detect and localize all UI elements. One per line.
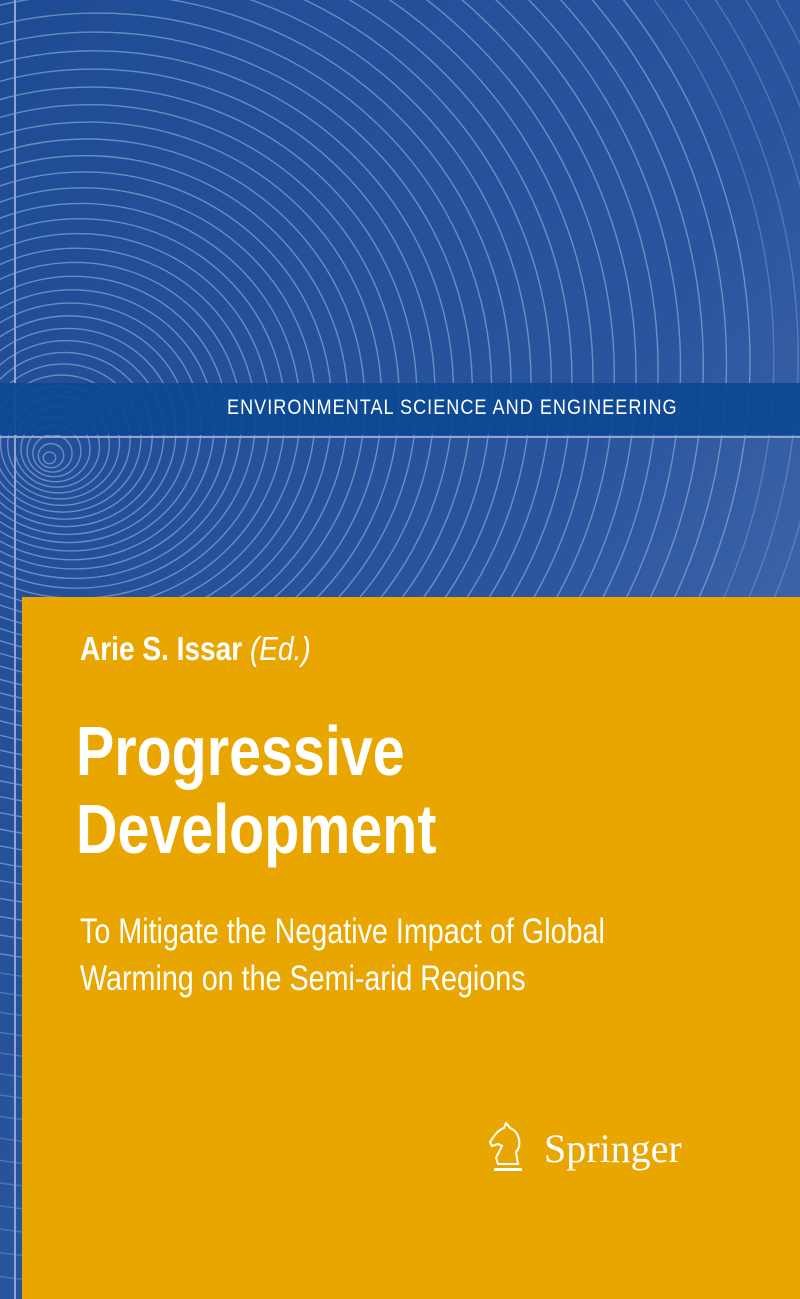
contour-line bbox=[0, 374, 131, 507]
title-panel bbox=[22, 597, 800, 1299]
publisher-logo: Springer bbox=[488, 1122, 682, 1174]
knight-chess-piece-icon bbox=[488, 1122, 522, 1171]
book-subtitle: To Mitigate the Negative Impact of Globa… bbox=[80, 912, 605, 998]
author: Arie S. Issar (Ed.) bbox=[80, 630, 311, 667]
series-title: ENVIRONMENTAL SCIENCE AND ENGINEERING bbox=[227, 396, 678, 419]
contour-line bbox=[0, 351, 153, 520]
contour-line bbox=[42, 451, 57, 465]
book-title: Progressive Development bbox=[76, 712, 437, 868]
series-band bbox=[0, 383, 800, 435]
publisher-name: Springer bbox=[544, 1125, 682, 1171]
vertical-rule bbox=[14, 0, 16, 1299]
series-band-rule bbox=[0, 436, 800, 438]
contour-line bbox=[37, 442, 65, 469]
contour-line bbox=[0, 363, 142, 513]
